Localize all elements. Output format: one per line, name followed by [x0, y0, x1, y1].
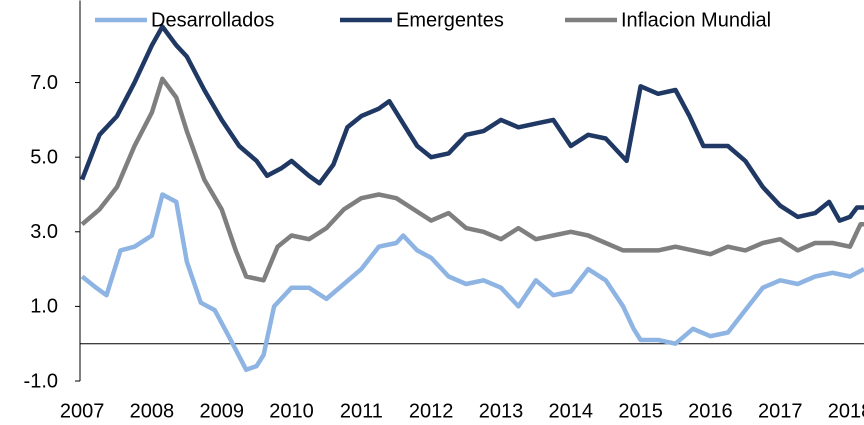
x-tick-label: 2007 — [60, 400, 105, 422]
x-tick-label: 2011 — [340, 400, 383, 422]
x-tick-label: 2018 — [828, 400, 864, 422]
legend-label: Emergentes — [396, 9, 504, 31]
x-tick-label: 2017 — [758, 400, 803, 422]
x-tick-label: 2014 — [549, 400, 594, 422]
y-tick-label: -1.0 — [24, 370, 58, 392]
x-tick-label: 2010 — [269, 400, 314, 422]
x-tick-label: 2013 — [479, 400, 524, 422]
series-line — [80, 24, 864, 223]
series-line — [80, 192, 864, 373]
x-tick-label: 2012 — [409, 400, 454, 422]
x-tick-label: 2009 — [199, 400, 244, 422]
series-line — [80, 76, 864, 283]
legend-label: Inflacion Mundial — [621, 9, 771, 31]
x-tick-label: 2016 — [688, 400, 733, 422]
y-tick-label: 1.0 — [30, 296, 58, 318]
y-tick-label: 7.0 — [30, 72, 58, 94]
y-tick-label: 3.0 — [30, 221, 58, 243]
y-tick-label: 5.0 — [30, 146, 58, 168]
x-tick-label: 2015 — [618, 400, 663, 422]
legend-label: Desarrollados — [151, 9, 274, 31]
x-tick-label: 2008 — [130, 400, 175, 422]
